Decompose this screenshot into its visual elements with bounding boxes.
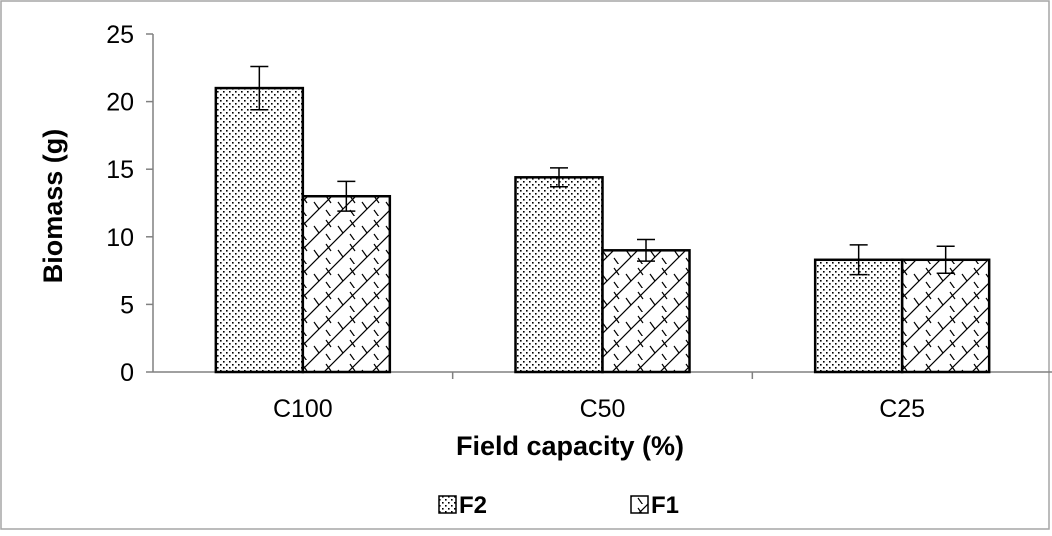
bar-f2-c100: [214, 86, 305, 374]
bar-f1-c100: [301, 194, 392, 374]
legend-swatch-f2: [438, 495, 457, 514]
x-tick-label: C100: [273, 395, 333, 423]
error-bars-group: [250, 65, 955, 276]
x-axis-title: Field capacity (%): [456, 431, 684, 461]
bar-f2-c25: [813, 258, 904, 374]
legend-swatch-f1: [630, 495, 649, 514]
bar-f1-c25: [900, 258, 991, 374]
x-tick-label: C50: [580, 395, 626, 423]
y-tick-label: 15: [106, 156, 134, 184]
x-axis-ticks: C100 C50 C25: [273, 372, 925, 423]
y-tick-label: 0: [120, 359, 134, 387]
y-tick-label: 25: [106, 21, 134, 49]
legend: F2 F1: [438, 492, 679, 519]
y-tick-label: 5: [120, 291, 134, 319]
y-axis-ticks: 0 5 10 15 20 25: [106, 21, 153, 387]
bars-group: [214, 86, 991, 374]
bar-f2-c50: [514, 176, 604, 374]
y-tick-label: 10: [106, 224, 134, 252]
x-tick-label: C25: [879, 395, 925, 423]
legend-label-f1: F1: [651, 492, 679, 519]
y-axis-title: Biomass (g): [38, 129, 68, 284]
bar-f1-c50: [601, 249, 691, 374]
legend-label-f2: F2: [459, 492, 487, 519]
y-tick-label: 20: [106, 89, 134, 117]
